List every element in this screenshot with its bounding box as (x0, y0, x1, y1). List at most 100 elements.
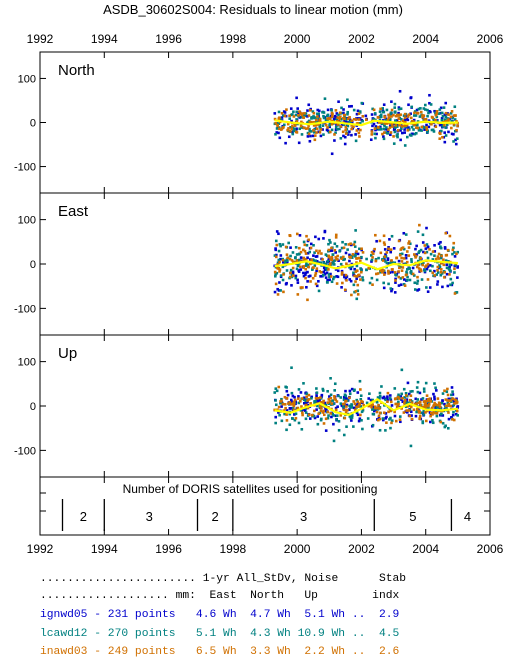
point-lcawd12 (360, 269, 363, 272)
point-lcawd12 (312, 115, 315, 118)
point-ignwd05 (356, 391, 360, 394)
point-inawd03 (333, 397, 336, 400)
point-ignwd05 (389, 133, 392, 137)
point-ignwd05 (291, 271, 295, 275)
point-inawd03 (415, 402, 418, 405)
point-lcawd12 (416, 380, 420, 384)
point-inawd03 (400, 260, 404, 263)
point-lcawd12 (422, 387, 426, 391)
point-ignwd05 (304, 271, 308, 275)
point-ignwd05 (310, 395, 313, 399)
point-lcawd12 (293, 127, 297, 131)
point-inawd03 (419, 403, 422, 407)
point-lcawd12 (338, 249, 341, 253)
point-ignwd05 (306, 135, 310, 138)
point-lcawd12 (424, 381, 428, 385)
point-lcawd12 (295, 253, 299, 256)
point-inawd03 (452, 122, 456, 126)
point-ignwd05 (342, 111, 345, 115)
point-lcawd12 (412, 128, 415, 131)
point-inawd03 (318, 119, 321, 123)
point-lcawd12 (440, 401, 444, 405)
point-inawd03 (283, 114, 287, 118)
point-inawd03 (425, 128, 429, 131)
point-inawd03 (295, 259, 299, 262)
point-inawd03 (301, 413, 304, 417)
point-inawd03 (362, 403, 366, 407)
point-inawd03 (375, 272, 378, 276)
point-inawd03 (359, 388, 362, 391)
point-ignwd05 (439, 106, 443, 110)
point-ignwd05 (279, 257, 282, 261)
point-lcawd12 (420, 129, 423, 132)
point-lcawd12 (387, 282, 390, 286)
point-ignwd05 (296, 107, 299, 110)
point-inawd03 (291, 266, 295, 270)
point-lcawd12 (402, 247, 406, 251)
point-inawd03 (427, 403, 431, 406)
point-inawd03 (377, 403, 380, 407)
point-inawd03 (423, 400, 426, 403)
point-lcawd12 (335, 245, 339, 248)
point-inawd03 (314, 397, 318, 400)
point-lcawd12 (306, 263, 310, 267)
point-lcawd12 (288, 412, 292, 416)
point-lcawd12 (374, 257, 378, 261)
point-lcawd12 (452, 140, 455, 143)
point-inawd03 (330, 402, 334, 405)
point-lcawd12 (386, 131, 390, 135)
point-lcawd12 (434, 386, 437, 390)
point-lcawd12 (305, 243, 309, 247)
point-lcawd12 (419, 248, 423, 252)
point-lcawd12 (440, 111, 444, 115)
point-inawd03 (315, 118, 318, 122)
point-ignwd05 (433, 398, 436, 401)
point-inawd03 (307, 398, 311, 401)
point-inawd03 (393, 397, 397, 401)
point-lcawd12 (424, 108, 427, 111)
point-inawd03 (393, 410, 396, 414)
point-inawd03 (386, 269, 390, 273)
point-lcawd12 (440, 118, 444, 122)
point-inawd03 (273, 270, 277, 274)
point-ignwd05 (280, 116, 284, 119)
point-lcawd12 (429, 103, 433, 106)
point-ignwd05 (340, 123, 344, 127)
point-inawd03 (447, 118, 450, 121)
y-tick-label: 100 (18, 73, 36, 85)
point-ignwd05 (415, 108, 419, 112)
point-ignwd05 (446, 284, 450, 288)
point-lcawd12 (332, 277, 335, 281)
point-lcawd12 (356, 289, 360, 293)
point-ignwd05 (348, 259, 351, 263)
point-lcawd12 (451, 116, 454, 120)
point-ignwd05 (328, 278, 331, 282)
point-lcawd12 (274, 421, 277, 425)
point-lcawd12 (324, 118, 328, 122)
point-ignwd05 (302, 271, 305, 275)
point-lcawd12 (365, 401, 369, 405)
point-inawd03 (429, 411, 433, 415)
point-lcawd12 (453, 251, 456, 254)
point-inawd03 (374, 233, 377, 237)
point-lcawd12 (423, 268, 426, 272)
point-lcawd12 (324, 403, 328, 407)
point-inawd03 (350, 119, 354, 123)
point-inawd03 (386, 400, 389, 404)
point-lcawd12 (326, 260, 329, 263)
point-ignwd05 (423, 128, 426, 131)
point-lcawd12 (365, 257, 368, 261)
point-inawd03 (292, 400, 296, 404)
point-lcawd12 (413, 288, 417, 291)
x-tick-label-bottom: 2000 (284, 542, 311, 556)
point-ignwd05 (392, 122, 396, 126)
point-lcawd12 (404, 262, 408, 265)
point-lcawd12 (381, 107, 385, 110)
point-inawd03 (289, 130, 292, 133)
point-lcawd12 (403, 396, 406, 399)
point-inawd03 (328, 264, 332, 267)
point-ignwd05 (350, 133, 353, 137)
point-lcawd12 (372, 117, 376, 121)
point-lcawd12 (435, 273, 439, 276)
point-lcawd12 (437, 112, 441, 115)
